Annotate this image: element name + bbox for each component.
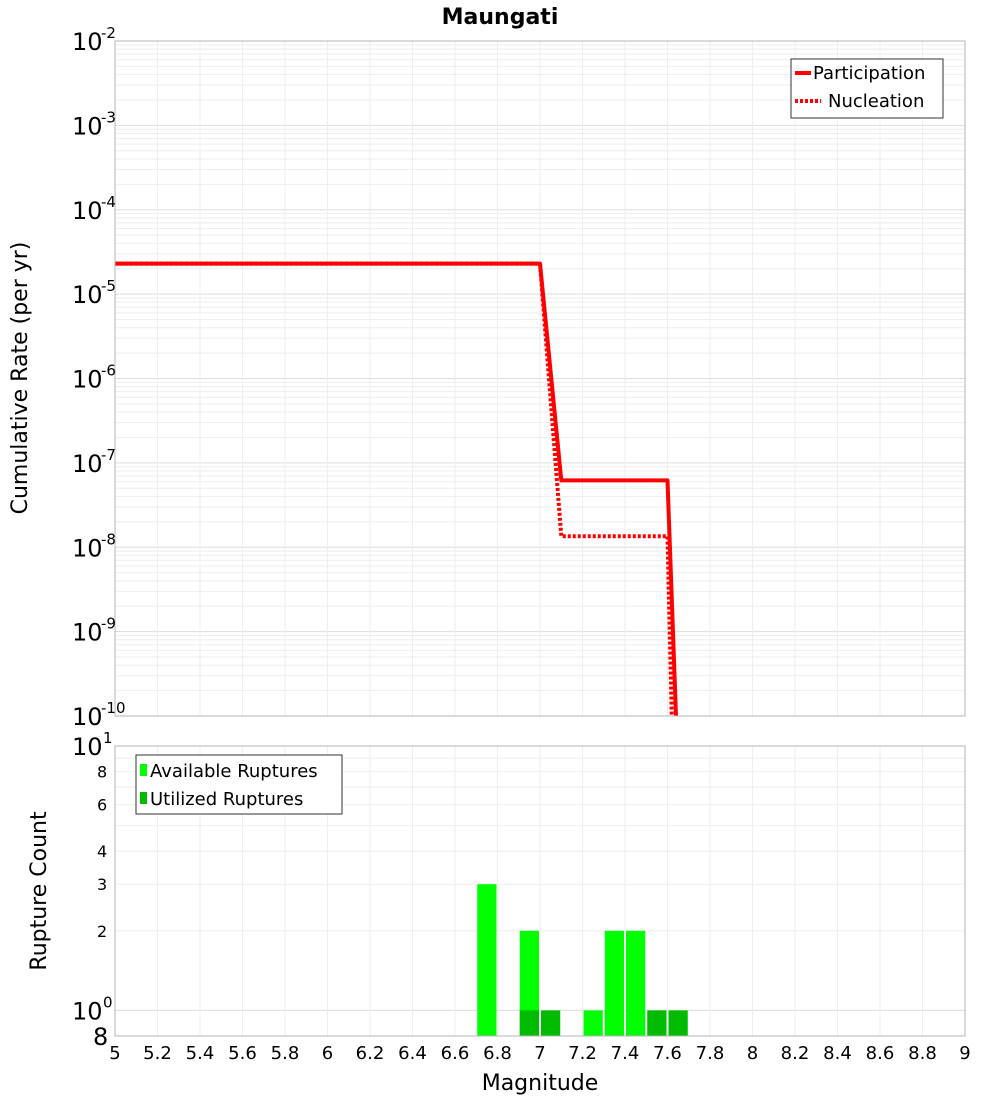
x-tick-label: 7.6 (653, 1043, 682, 1064)
x-tick-label: 8.2 (781, 1043, 810, 1064)
bar-available (604, 930, 624, 1036)
y-tick-label: 4 (97, 842, 107, 861)
rate-y-tick-labels: 10-210-310-410-510-610-710-810-910-10 (72, 24, 126, 731)
y-tick-exponent: -2 (101, 24, 116, 42)
rate-plot: 10-210-310-410-510-610-710-810-910-10 Cu… (8, 24, 966, 731)
y-tick-exponent: -4 (101, 193, 116, 211)
y-tick-exponent: -10 (101, 699, 126, 717)
y-tick-exponent: -5 (101, 277, 116, 295)
y-tick-label: 10 (72, 281, 103, 309)
x-tick-label: 5.2 (143, 1043, 172, 1064)
x-tick-label: 9 (959, 1043, 970, 1064)
x-tick-label: 7.2 (568, 1043, 597, 1064)
y-tick-exponent: -6 (101, 362, 116, 380)
x-tick-label: 8 (747, 1043, 758, 1064)
y-tick-exponent: -3 (101, 108, 116, 126)
x-tick-label: 8.6 (866, 1043, 895, 1064)
y-tick-label: 10 (72, 112, 103, 140)
legend-available: Available Ruptures (150, 761, 318, 782)
y-tick-label: 10 (72, 619, 103, 647)
y-tick-label: 10 (72, 366, 103, 394)
bar-available (477, 884, 497, 1036)
y-tick-label: 10 (72, 703, 103, 731)
legend-utilized: Utilized Ruptures (150, 789, 303, 810)
bar-available (519, 930, 539, 1036)
y-tick-label: 10 (72, 197, 103, 225)
bar-utilized (668, 1010, 688, 1036)
rate-plot-grid (114, 41, 966, 717)
chart-title: Maungati (442, 5, 559, 30)
x-tick-label: 6 (322, 1043, 333, 1064)
x-tick-label: 6.8 (483, 1043, 512, 1064)
series-line-participation (115, 261, 678, 717)
bar-utilized (541, 1010, 561, 1036)
legend-swatch-available (140, 764, 147, 776)
y-tick-exponent: -8 (101, 530, 116, 548)
x-tick-label: 7 (534, 1043, 545, 1064)
x-tick-label: 7.8 (696, 1043, 725, 1064)
x-tick-label: 8.8 (908, 1043, 937, 1064)
x-tick-labels: 5 5.2 5.4 5.6 5.8 6 6.2 6.4 6.6 6.8 7 7.2 7.4 7.6 7.8 8… (109, 1043, 970, 1064)
y-tick-label: 8 (93, 1023, 108, 1051)
y-tick-exponent: -9 (101, 615, 116, 633)
x-tick-label: 5 (109, 1043, 120, 1064)
legend-participation: Participation (813, 63, 925, 84)
x-tick-label: 6.4 (398, 1043, 427, 1064)
count-y-axis-label: Rupture Count (27, 811, 52, 971)
bar-available (626, 930, 646, 1036)
y-tick-label: 10 (72, 733, 103, 761)
x-tick-label: 7.4 (611, 1043, 640, 1064)
y-tick-label: 6 (97, 796, 107, 815)
y-tick-label: 10 (72, 997, 103, 1025)
count-legend: Available Ruptures Utilized Ruptures (135, 754, 343, 815)
rate-legend: Participation Nucleation (790, 58, 944, 119)
y-tick-label: 10 (72, 450, 103, 478)
x-tick-label: 5.6 (228, 1043, 257, 1064)
rate-plot-lines (115, 261, 678, 717)
y-tick-label: 10 (72, 534, 103, 562)
y-tick-exponent: 1 (103, 729, 113, 747)
rate-y-axis-label: Cumulative Rate (per yr) (8, 242, 33, 515)
y-tick-label: 3 (97, 875, 107, 894)
y-tick-exponent: 0 (103, 993, 113, 1011)
y-tick-exponent: -7 (101, 446, 116, 464)
bar-utilized (519, 1010, 539, 1036)
y-tick-label: 8 (97, 763, 107, 782)
count-plot-bars (477, 884, 688, 1036)
legend-nucleation: Nucleation (828, 91, 924, 112)
x-axis-label: Magnitude (482, 1071, 599, 1096)
bar-available (583, 1010, 603, 1036)
y-tick-label: 10 (72, 28, 103, 56)
x-tick-label: 6.6 (441, 1043, 470, 1064)
x-tick-label: 8.4 (823, 1043, 852, 1064)
bar-utilized (647, 1010, 667, 1036)
y-tick-label: 2 (97, 922, 107, 941)
legend-swatch-utilized (140, 792, 147, 804)
x-tick-label: 6.2 (356, 1043, 385, 1064)
x-tick-label: 5.8 (271, 1043, 300, 1064)
x-tick-label: 5.4 (186, 1043, 215, 1064)
